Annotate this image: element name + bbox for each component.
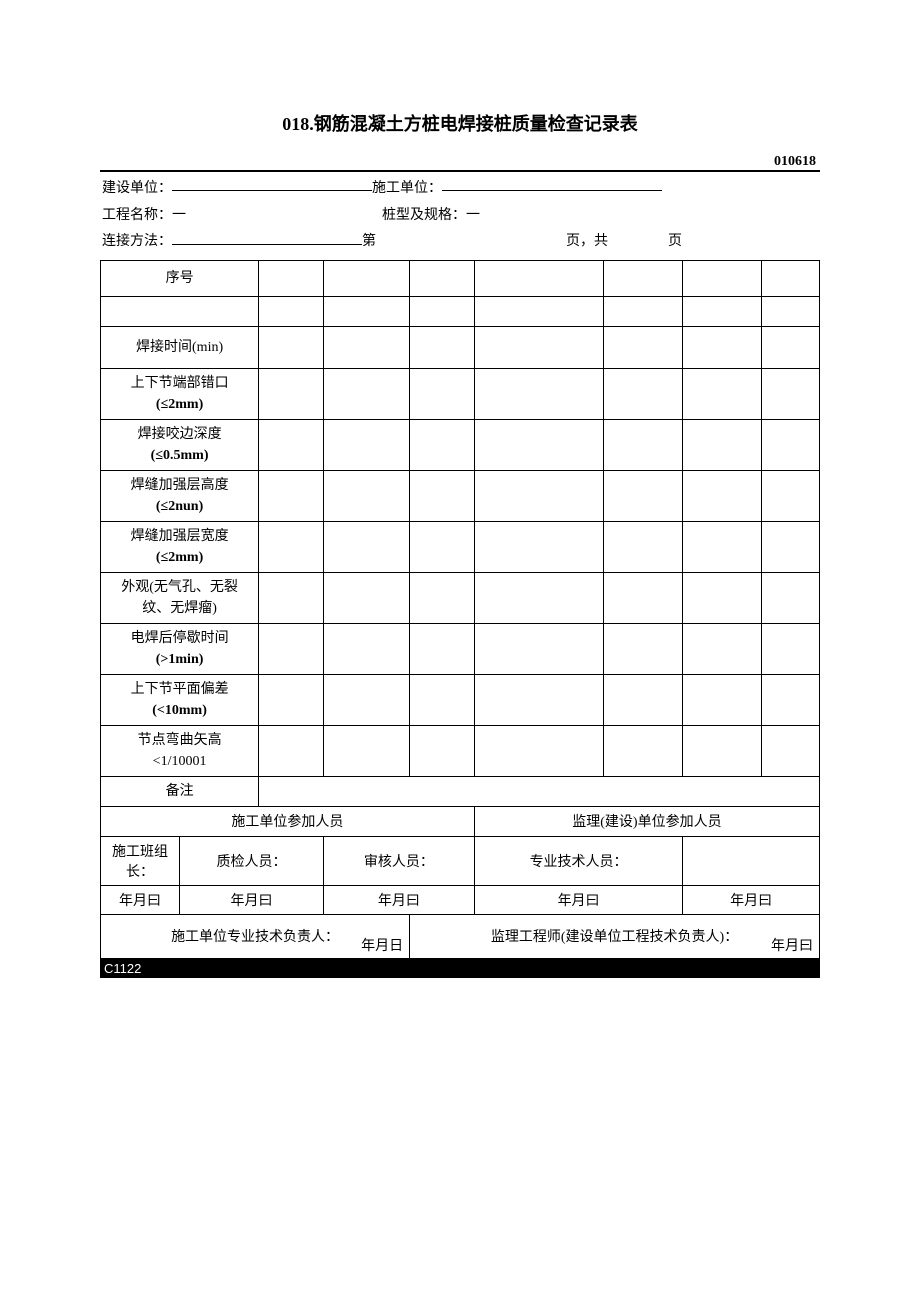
row-reinf-width: 焊缝加强层宽度 (≤2mm): [101, 521, 259, 572]
date-stub: 年月曰: [101, 885, 180, 914]
row-bending: 节点弯曲矢高 <1/10001: [101, 725, 259, 776]
table-row: 电焊后停歇时间 (>1min): [101, 623, 820, 674]
construction-unit-label: 建设单位：: [102, 176, 172, 203]
supervisor-cell: 监理工程师(建设单位工程技术负责人)： 年月曰: [410, 914, 820, 958]
audit-label: 审核人员：: [364, 855, 434, 870]
participants-header-row: 施工单位参加人员 监理(建设)单位参加人员: [101, 806, 820, 836]
row-plane-dev-line1: 上下节平面偏差: [131, 682, 229, 697]
row-reinf-width-line2: (≤2mm): [156, 550, 203, 565]
build-unit-label: 施工单位：: [372, 176, 442, 203]
participants-right-header: 监理(建设)单位参加人员: [474, 806, 819, 836]
foreman-cell: 施工班组长：: [101, 836, 180, 885]
table-row: 焊接时间(min): [101, 326, 820, 368]
row-plane-dev-line2: (<10mm): [152, 703, 207, 718]
date-stub: 年月曰: [180, 885, 324, 914]
table-row: 焊缝加强层宽度 (≤2mm): [101, 521, 820, 572]
date-stub: 年月曰: [683, 885, 820, 914]
row-pause-line1: 电焊后停歇时间: [131, 631, 229, 646]
header-row-2: 工程名称：一 桩型及规格：一: [102, 203, 818, 230]
page-mid: 页，共: [566, 229, 608, 256]
conn-method-label: 连接方法：: [102, 229, 172, 256]
page-suffix: 页: [668, 229, 682, 256]
page-prefix: 第: [362, 229, 376, 256]
row-weld-time: 焊接时间(min): [101, 326, 259, 368]
row-undercut-line1: 焊接咬边深度: [138, 427, 222, 442]
main-table: 序号 焊接时间(min) 上下节端部错口 (≤2mm) 焊接咬边深度 (≤0.5…: [100, 260, 820, 959]
header-row-3: 连接方法： 第 页，共 页: [102, 229, 818, 256]
row-reinf-height-line2: (≤2nun): [156, 499, 203, 514]
table-row: 外观(无气孔、无裂 纹、无焊瘤): [101, 572, 820, 623]
qc-label: 质检人员：: [216, 855, 286, 870]
project-name-label: 工程名称：一: [102, 203, 382, 230]
row-appearance-line1: 外观(无气孔、无裂: [121, 580, 238, 595]
table-row: 备注: [101, 776, 820, 806]
row-pause-line2: (>1min): [156, 652, 204, 667]
row-bending-line2: <1/10001: [153, 754, 207, 769]
row-appearance-line2: 纹、无焊瘤): [142, 601, 217, 616]
row-plane-dev: 上下节平面偏差 (<10mm): [101, 674, 259, 725]
row-remarks: 备注: [101, 776, 259, 806]
row-reinf-height: 焊缝加强层高度 (≤2nun): [101, 470, 259, 521]
build-unit-blank: [442, 176, 662, 191]
row-appearance: 外观(无气孔、无裂 纹、无焊瘤): [101, 572, 259, 623]
table-row: 上下节端部错口 (≤2mm): [101, 368, 820, 419]
row-offset-line2: (≤2mm): [156, 397, 203, 412]
qc-cell: 质检人员：: [180, 836, 324, 885]
supervisor-label: 监理工程师(建设单位工程技术负责人)：: [491, 930, 738, 945]
row-bending-line1: 节点弯曲矢高: [138, 733, 222, 748]
tech-cell: 专业技术人员：: [474, 836, 682, 885]
row-reinf-width-line1: 焊缝加强层宽度: [131, 529, 229, 544]
construction-unit-blank: [172, 176, 372, 191]
date-stub: 年月日: [361, 935, 403, 955]
row-reinf-height-line1: 焊缝加强层高度: [131, 478, 229, 493]
date-stub: 年月曰: [323, 885, 474, 914]
row-offset: 上下节端部错口 (≤2mm): [101, 368, 259, 419]
doc-code-top: 010618: [100, 154, 820, 170]
tech-label: 专业技术人员：: [530, 855, 628, 870]
date-stub: 年月曰: [771, 935, 813, 955]
pile-spec-label: 桩型及规格：一: [382, 203, 480, 230]
header-row-1: 建设单位： 施工单位：: [102, 176, 818, 203]
table-row: [101, 296, 820, 326]
table-row: 上下节平面偏差 (<10mm): [101, 674, 820, 725]
date-stub: 年月曰: [474, 885, 682, 914]
foreman-label: 施工班组长：: [112, 845, 168, 880]
row-offset-line1: 上下节端部错口: [131, 376, 229, 391]
row-undercut-line2: (≤0.5mm): [151, 448, 209, 463]
table-row: 序号: [101, 260, 820, 296]
constr-tech-lead-label: 施工单位专业技术负责人：: [171, 930, 339, 945]
row-seq: 序号: [101, 260, 259, 296]
doc-title: 018.钢筋混凝土方桩电焊接桩质量检查记录表: [100, 110, 820, 136]
header-block: 建设单位： 施工单位： 工程名称：一 桩型及规格：一 连接方法： 第 页，共 页: [100, 170, 820, 260]
table-row: 焊接咬边深度 (≤0.5mm): [101, 419, 820, 470]
constr-tech-lead-cell: 施工单位专业技术负责人： 年月日: [101, 914, 410, 958]
audit-cell: 审核人员：: [323, 836, 474, 885]
date-row-1: 年月曰 年月曰 年月曰 年月曰 年月曰: [101, 885, 820, 914]
conn-method-blank: [172, 229, 362, 244]
table-row: 节点弯曲矢高 <1/10001: [101, 725, 820, 776]
footer-code: C1122: [100, 959, 820, 978]
row-pause: 电焊后停歇时间 (>1min): [101, 623, 259, 674]
responsible-row: 施工单位专业技术负责人： 年月日 监理工程师(建设单位工程技术负责人)： 年月曰: [101, 914, 820, 958]
participants-left-header: 施工单位参加人员: [101, 806, 475, 836]
table-row: 焊缝加强层高度 (≤2nun): [101, 470, 820, 521]
row-undercut: 焊接咬边深度 (≤0.5mm): [101, 419, 259, 470]
